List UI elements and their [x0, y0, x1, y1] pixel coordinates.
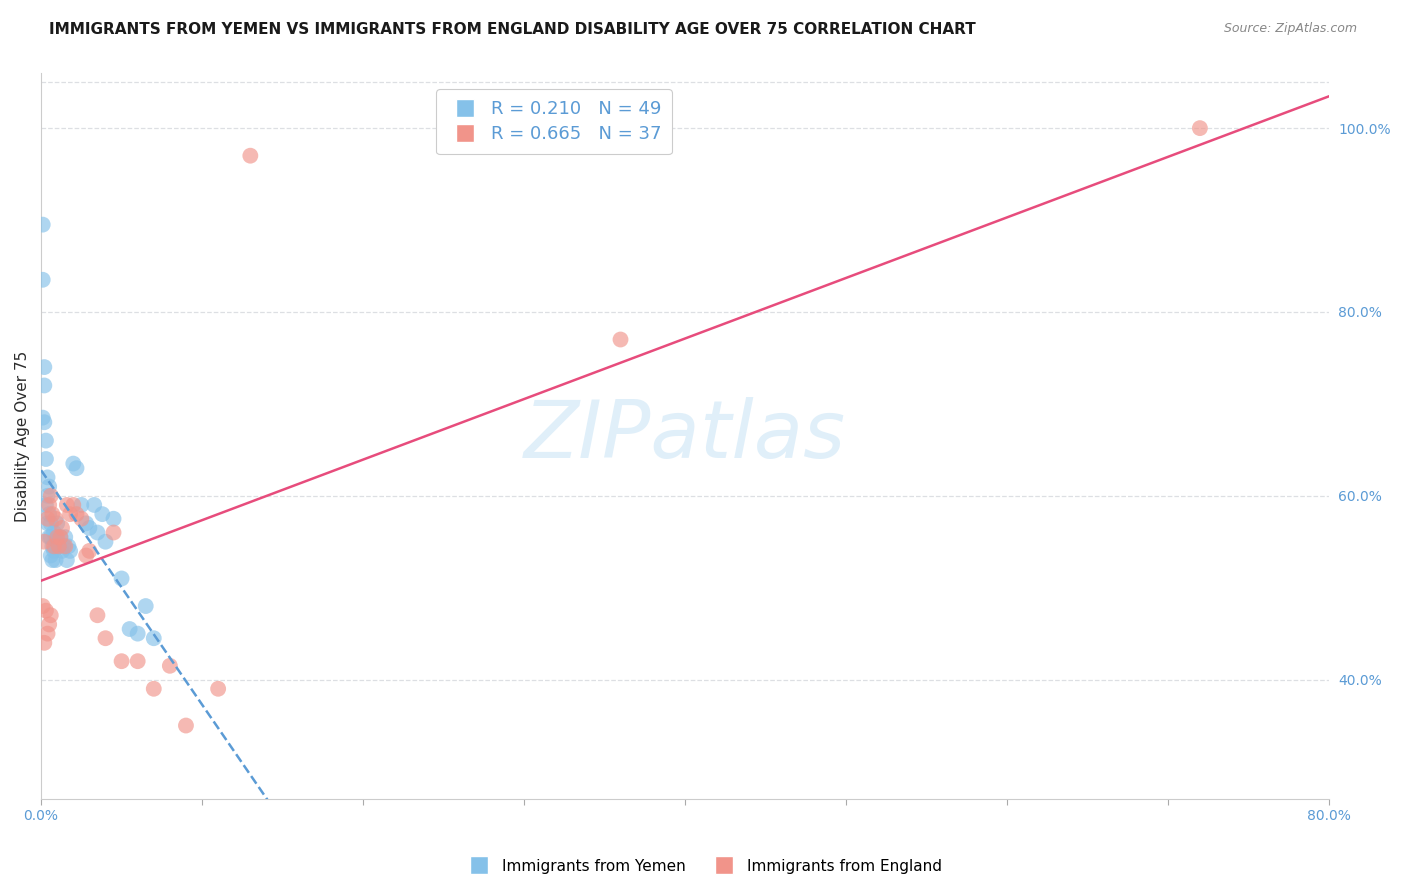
Point: [239, 149, 262, 163]
Point: [56, 553, 79, 567]
Point: [37, 626, 59, 640]
Point: [38, 498, 60, 512]
Point: [86, 608, 108, 623]
Point: [46, 530, 69, 544]
Point: [39, 549, 62, 563]
Point: [31, 273, 53, 287]
Point: [70, 512, 93, 526]
Point: [75, 516, 97, 531]
Point: [79, 521, 101, 535]
Point: [135, 599, 157, 613]
Point: [62, 498, 84, 512]
Point: [83, 498, 105, 512]
Text: Source: ZipAtlas.com: Source: ZipAtlas.com: [1223, 22, 1357, 36]
Point: [53, 539, 76, 553]
Point: [53, 530, 76, 544]
Point: [35, 452, 58, 467]
Point: [46, 516, 69, 531]
Point: [79, 544, 101, 558]
Point: [37, 489, 59, 503]
Point: [38, 507, 60, 521]
Point: [37, 470, 59, 484]
Point: [34, 360, 56, 375]
Point: [34, 636, 56, 650]
Point: [45, 512, 67, 526]
Point: [1188, 121, 1211, 136]
Point: [48, 539, 70, 553]
Point: [49, 530, 72, 544]
Point: [41, 553, 63, 567]
Point: [51, 521, 73, 535]
Point: [65, 461, 87, 475]
Point: [62, 457, 84, 471]
Point: [31, 599, 53, 613]
Point: [59, 507, 82, 521]
Point: [35, 498, 58, 512]
Point: [609, 333, 631, 347]
Point: [75, 549, 97, 563]
Point: [56, 498, 79, 512]
Point: [127, 654, 149, 668]
Point: [37, 512, 59, 526]
Point: [142, 681, 165, 696]
Point: [41, 539, 63, 553]
Point: [42, 539, 65, 553]
Point: [39, 608, 62, 623]
Y-axis label: Disability Age Over 75: Disability Age Over 75: [15, 351, 30, 522]
Point: [103, 512, 125, 526]
Point: [42, 525, 65, 540]
Point: [49, 530, 72, 544]
Point: [39, 516, 62, 531]
Text: ZIPatlas: ZIPatlas: [524, 397, 846, 475]
Point: [207, 681, 229, 696]
Point: [38, 479, 60, 493]
Point: [110, 654, 132, 668]
Point: [118, 622, 141, 636]
Point: [86, 525, 108, 540]
Point: [103, 525, 125, 540]
Point: [38, 617, 60, 632]
Point: [45, 530, 67, 544]
Point: [31, 218, 53, 232]
Point: [35, 434, 58, 448]
Point: [65, 507, 87, 521]
Point: [70, 498, 93, 512]
Point: [91, 507, 114, 521]
Point: [45, 553, 67, 567]
Point: [42, 544, 65, 558]
Legend: Immigrants from Yemen, Immigrants from England: Immigrants from Yemen, Immigrants from E…: [458, 853, 948, 880]
Point: [110, 572, 132, 586]
Point: [39, 530, 62, 544]
Point: [41, 507, 63, 521]
Point: [174, 718, 197, 732]
Point: [59, 544, 82, 558]
Point: [51, 544, 73, 558]
Point: [52, 539, 75, 553]
Point: [31, 410, 53, 425]
Point: [37, 516, 59, 531]
Point: [142, 631, 165, 645]
Point: [38, 530, 60, 544]
Point: [39, 489, 62, 503]
Legend: R = 0.210   N = 49, R = 0.665   N = 37: R = 0.210 N = 49, R = 0.665 N = 37: [436, 89, 672, 154]
Point: [127, 626, 149, 640]
Point: [35, 604, 58, 618]
Point: [34, 534, 56, 549]
Point: [34, 378, 56, 392]
Point: [46, 534, 69, 549]
Text: IMMIGRANTS FROM YEMEN VS IMMIGRANTS FROM ENGLAND DISABILITY AGE OVER 75 CORRELAT: IMMIGRANTS FROM YEMEN VS IMMIGRANTS FROM…: [49, 22, 976, 37]
Point: [58, 539, 80, 553]
Point: [48, 539, 70, 553]
Point: [159, 658, 181, 673]
Point: [94, 534, 117, 549]
Point: [34, 415, 56, 429]
Point: [94, 631, 117, 645]
